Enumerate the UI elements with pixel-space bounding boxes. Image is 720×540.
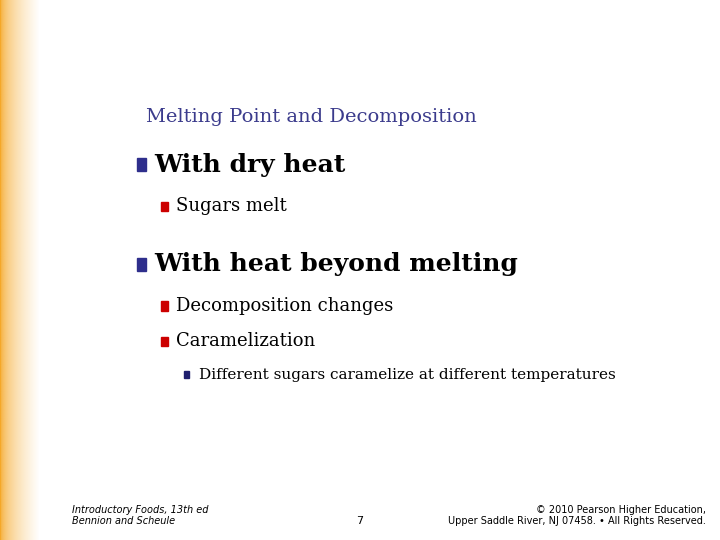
- Text: Melting Point and Decomposition: Melting Point and Decomposition: [145, 109, 477, 126]
- Text: With dry heat: With dry heat: [154, 153, 346, 177]
- Text: With heat beyond melting: With heat beyond melting: [154, 252, 518, 276]
- Text: Introductory Foods, 13th ed
Bennion and Scheule: Introductory Foods, 13th ed Bennion and …: [72, 505, 209, 526]
- Text: Different sugars caramelize at different temperatures: Different sugars caramelize at different…: [199, 368, 616, 382]
- Text: 7: 7: [356, 516, 364, 526]
- Bar: [161, 201, 168, 211]
- Bar: [161, 301, 168, 310]
- Text: Sugars melt: Sugars melt: [176, 197, 287, 215]
- Text: © 2010 Pearson Higher Education,
Upper Saddle River, NJ 07458. • All Rights Rese: © 2010 Pearson Higher Education, Upper S…: [448, 505, 706, 526]
- Bar: [138, 158, 146, 171]
- Bar: [138, 258, 146, 271]
- Bar: [184, 371, 189, 379]
- Text: Decomposition changes: Decomposition changes: [176, 297, 394, 315]
- Bar: [161, 337, 168, 346]
- Text: Caramelization: Caramelization: [176, 332, 316, 350]
